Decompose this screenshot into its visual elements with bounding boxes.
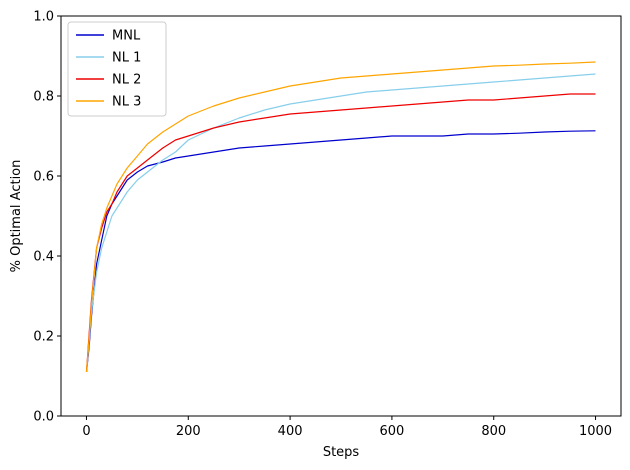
x-tick-label: 200 xyxy=(176,424,201,439)
y-tick-label: 0.6 xyxy=(33,170,54,185)
series-layer xyxy=(85,61,596,373)
x-tick-label: 800 xyxy=(481,424,506,439)
x-tick-label: 600 xyxy=(379,424,404,439)
y-tick-label: 0.0 xyxy=(33,410,54,425)
legend-label-nl-1: NL 1 xyxy=(112,51,141,66)
y-axis-label: % Optimal Action xyxy=(9,160,24,273)
x-tick-label: 1000 xyxy=(579,424,612,439)
x-axis: 0 200 400 600 800 1000 xyxy=(82,416,612,439)
legend-label-mnl: MNL xyxy=(112,29,141,44)
legend-box xyxy=(67,21,167,117)
series-line-nl-3 xyxy=(85,61,596,373)
y-tick-label: 1.0 xyxy=(33,10,54,25)
x-tick-label: 400 xyxy=(278,424,303,439)
legend-label-nl-3: NL 3 xyxy=(112,95,141,110)
y-tick-label: 0.4 xyxy=(33,250,54,265)
plot-frame xyxy=(60,15,622,417)
series-line-mnl xyxy=(85,130,596,373)
y-tick-label: 0.8 xyxy=(33,90,54,105)
series-line-nl-2 xyxy=(85,93,596,373)
x-axis-label: Steps xyxy=(323,445,360,460)
y-tick-label: 0.2 xyxy=(33,330,54,345)
legend: MNL NL 1 NL 2 NL 3 xyxy=(67,21,167,117)
y-axis: 0.0 0.2 0.4 0.6 0.8 1.0 xyxy=(33,10,61,425)
legend-label-nl-2: NL 2 xyxy=(112,73,141,88)
x-tick-label: 0 xyxy=(82,424,90,439)
series-line-nl-1 xyxy=(85,73,596,373)
